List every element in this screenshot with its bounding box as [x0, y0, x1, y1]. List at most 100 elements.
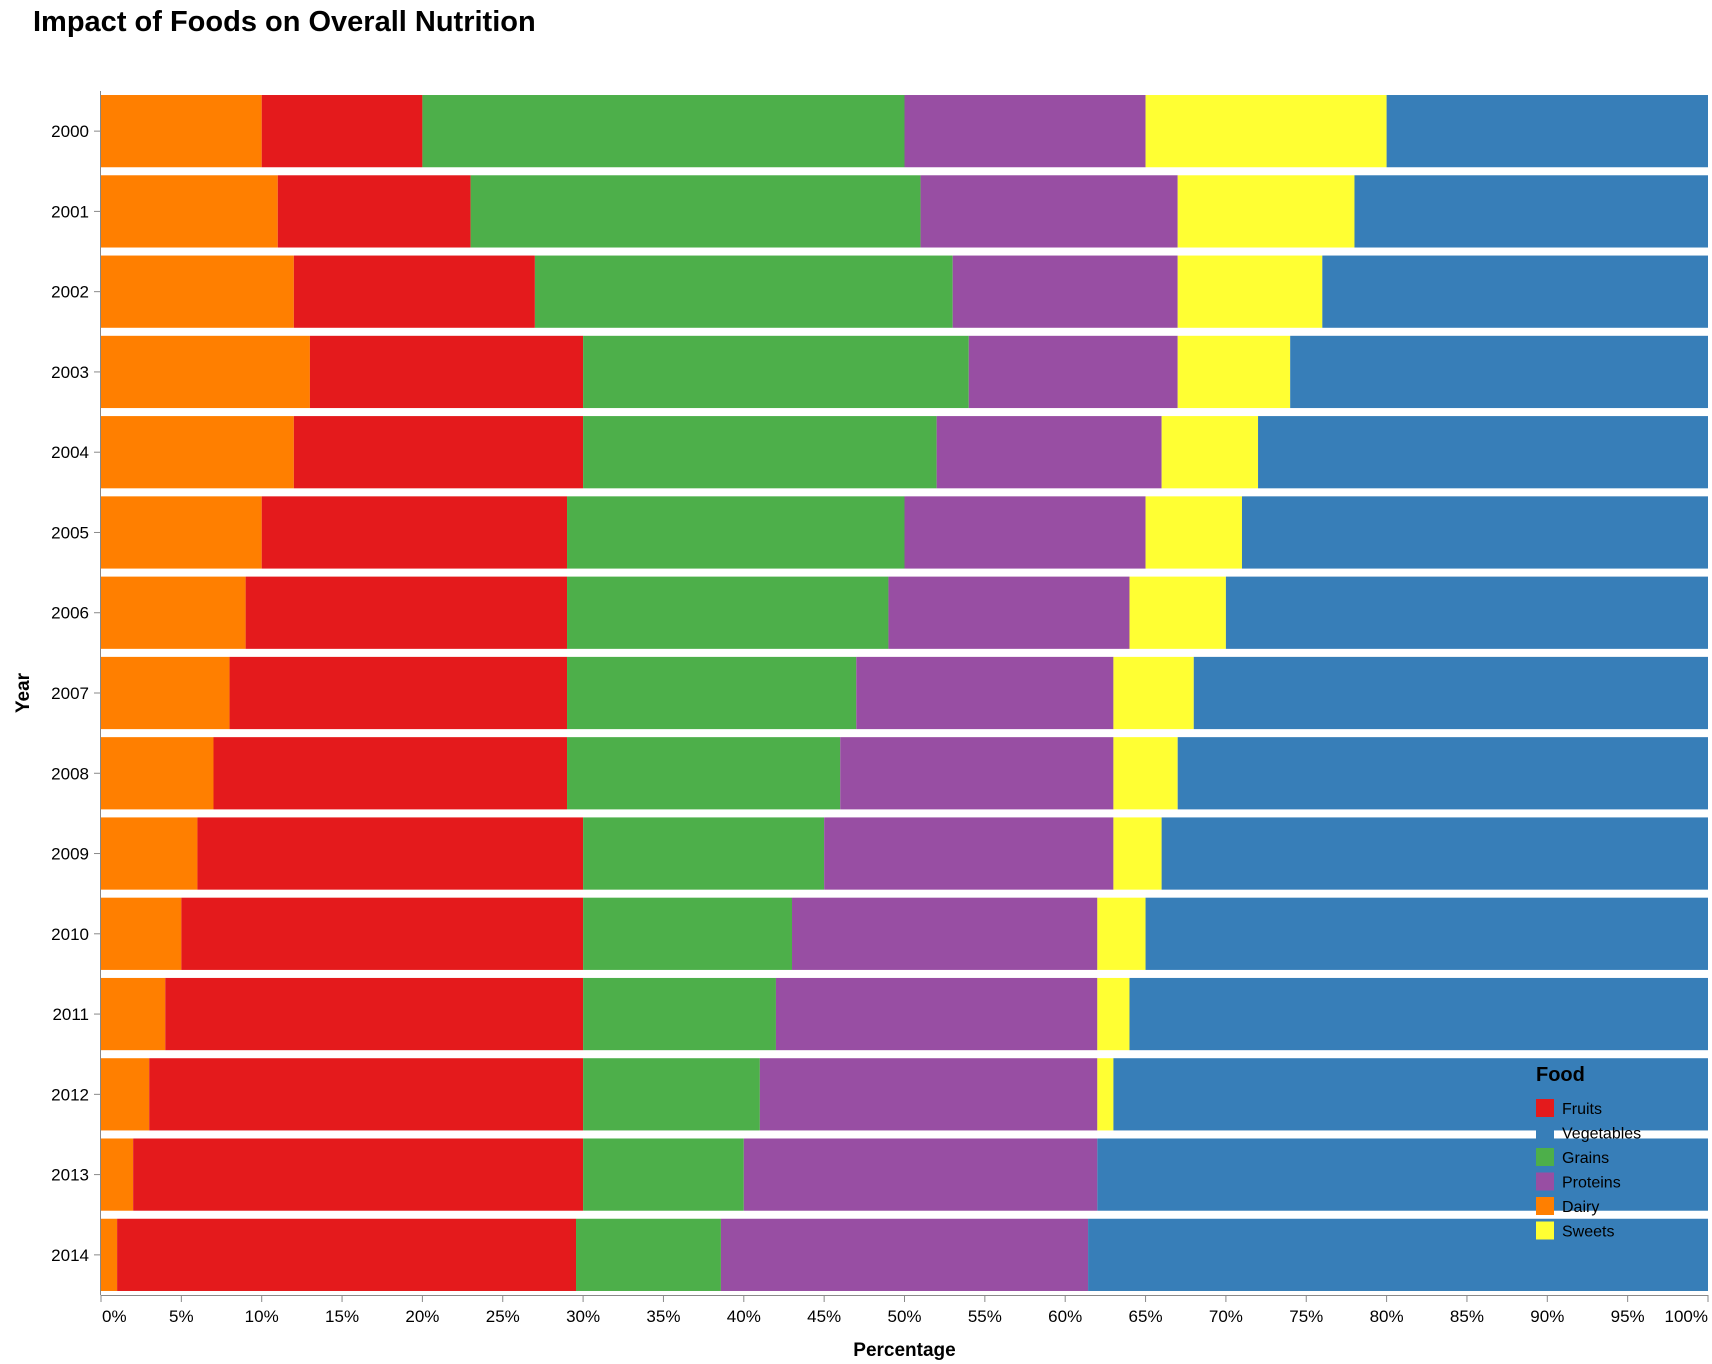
chart-title: Impact of Foods on Overall Nutrition	[33, 6, 536, 38]
bar-dairy-2011	[101, 977, 166, 1051]
bar-dairy-2006	[101, 576, 246, 649]
bar-vegetables-2002	[1322, 255, 1708, 328]
bar-sweets-2009	[1113, 817, 1162, 890]
bar-sweets-2006	[1129, 576, 1226, 649]
y-tick-label: 2009	[51, 845, 89, 864]
y-tick-label: 2000	[51, 122, 89, 141]
y-tick-label: 2003	[51, 363, 89, 382]
legend-swatch-vegetables	[1536, 1123, 1554, 1142]
x-axis: 0% 5% 10% 15% 20% 25% 30% 35% 40% 45% 50% 55% 60% 65%…	[100, 1295, 1709, 1326]
legend-label-grains: Grains	[1562, 1150, 1609, 1167]
legend-swatch-grains	[1536, 1148, 1554, 1166]
bar-vegetables-2001	[1354, 175, 1708, 248]
bar-proteins-2003	[968, 335, 1178, 409]
bar-dairy-2004	[101, 416, 294, 489]
bar-fruits-2001	[277, 175, 471, 248]
bar-fruits-2000	[261, 95, 423, 168]
bar-dairy-2012	[101, 1058, 150, 1131]
bar-sweets-2011	[1097, 977, 1130, 1051]
bar-dairy-2000	[101, 95, 262, 168]
bar-vegetables-2014	[1088, 1218, 1708, 1291]
bar-sweets-2007	[1113, 656, 1194, 730]
bar-grains-2009	[583, 817, 825, 890]
legend-swatch-sweets	[1536, 1221, 1554, 1240]
y-tick-label: 2012	[51, 1085, 89, 1104]
bar-fruits-2004	[293, 416, 584, 489]
bar-vegetables-2003	[1290, 335, 1708, 409]
bar-grains-2014	[576, 1218, 721, 1291]
bar-proteins-2002	[952, 255, 1178, 328]
bar-grains-2006	[567, 576, 889, 649]
bar-fruits-2012	[149, 1058, 584, 1131]
x-tick-label: 15%	[325, 1307, 359, 1326]
bar-dairy-2007	[101, 656, 230, 730]
bar-vegetables-2009	[1161, 817, 1708, 890]
x-tick-label: 40%	[727, 1307, 761, 1326]
bar-fruits-2014	[117, 1218, 577, 1291]
bar-dairy-2009	[101, 817, 198, 890]
bar-grains-2005	[567, 496, 905, 569]
bar-sweets-2012	[1097, 1058, 1114, 1131]
bar-grains-2007	[567, 656, 857, 730]
bar-fruits-2013	[133, 1138, 584, 1211]
legend-label-proteins: Proteins	[1562, 1175, 1621, 1192]
bar-sweets-2005	[1145, 496, 1242, 569]
x-tick-label: 100%	[1665, 1307, 1708, 1326]
bar-vegetables-2010	[1145, 897, 1708, 970]
legend-label-fruits: Fruits	[1562, 1101, 1602, 1118]
legend-swatch-fruits	[1536, 1099, 1554, 1117]
bar-dairy-2001	[101, 175, 278, 248]
legend-label-vegetables: Vegetables	[1562, 1126, 1641, 1143]
bar-fruits-2005	[261, 496, 568, 569]
bar-fruits-2006	[245, 576, 568, 649]
y-tick-label: 2004	[51, 443, 89, 462]
x-tick-label: 35%	[646, 1307, 680, 1326]
bar-grains-2000	[422, 95, 905, 168]
bar-fruits-2010	[181, 897, 584, 970]
x-tick-label: 45%	[807, 1307, 841, 1326]
bar-dairy-2002	[101, 255, 294, 328]
y-axis: 2000 2001 2002 2003 2004 2005 2006 2007 2008 2009…	[51, 91, 101, 1295]
bar-sweets-2004	[1161, 416, 1259, 489]
bar-proteins-2009	[824, 817, 1114, 890]
x-tick-label: 30%	[566, 1307, 600, 1326]
y-tick-label: 2014	[51, 1246, 89, 1265]
bar-fruits-2007	[229, 656, 568, 730]
x-tick-label: 5%	[169, 1307, 194, 1326]
legend-title: Food	[1536, 1064, 1585, 1086]
bar-proteins-2000	[904, 95, 1146, 168]
bar-proteins-2013	[743, 1138, 1098, 1211]
bar-proteins-2005	[904, 496, 1146, 569]
bar-fruits-2011	[165, 977, 584, 1051]
x-tick-label: 0%	[102, 1307, 127, 1326]
bar-proteins-2004	[936, 416, 1162, 489]
legend: Food Fruits Vegetables Grains Proteins Dairy…	[1536, 1064, 1641, 1241]
bar-vegetables-2005	[1241, 496, 1708, 569]
legend-label-sweets: Sweets	[1562, 1224, 1614, 1241]
bar-vegetables-2007	[1193, 656, 1708, 730]
bar-dairy-2005	[101, 496, 262, 569]
x-tick-label: 90%	[1530, 1307, 1564, 1326]
y-tick-label: 2007	[51, 684, 89, 703]
y-tick-label: 2002	[51, 283, 89, 302]
y-tick-label: 2011	[52, 1005, 89, 1024]
bar-dairy-2008	[101, 737, 214, 810]
x-tick-label: 10%	[245, 1307, 279, 1326]
bar-vegetables-2013	[1097, 1138, 1708, 1211]
bar-dairy-2013	[101, 1138, 134, 1211]
y-tick-label: 2006	[51, 604, 89, 623]
bar-grains-2010	[583, 897, 793, 970]
bar-proteins-2014	[720, 1218, 1089, 1291]
bar-vegetables-2006	[1225, 576, 1708, 649]
bar-grains-2008	[567, 737, 841, 810]
bars-layer	[101, 95, 1708, 1291]
x-tick-label: 95%	[1611, 1307, 1645, 1326]
bar-vegetables-2011	[1129, 977, 1708, 1051]
bar-grains-2012	[583, 1058, 760, 1131]
bar-fruits-2002	[293, 255, 535, 328]
bar-grains-2002	[534, 255, 953, 328]
x-tick-label: 85%	[1450, 1307, 1484, 1326]
bar-sweets-2010	[1097, 897, 1146, 970]
x-tick-label: 55%	[968, 1307, 1002, 1326]
bar-sweets-2002	[1177, 255, 1323, 328]
